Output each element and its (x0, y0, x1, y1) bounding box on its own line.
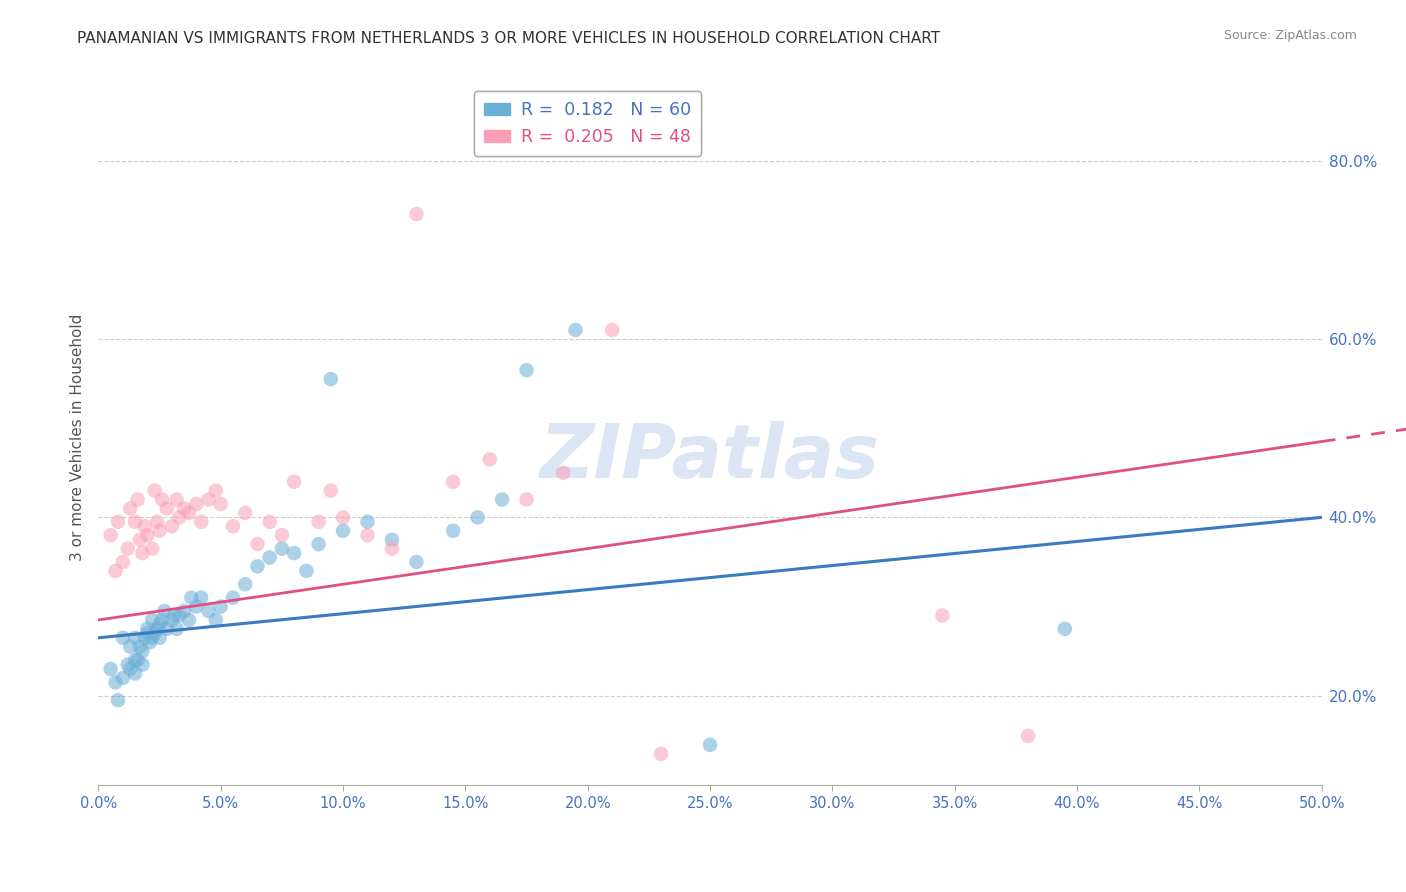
Point (270, 541, 294, 556)
Point (650, 747, 672, 761)
Point (564, 323, 586, 337)
Point (405, 207, 427, 221)
Point (319, 483, 342, 498)
Point (143, 626, 166, 640)
Point (186, 497, 208, 511)
Point (478, 452, 501, 467)
Point (141, 631, 163, 645)
Point (246, 559, 269, 574)
Text: PANAMANIAN VS IMMIGRANTS FROM NETHERLANDS 3 OR MORE VEHICLES IN HOUSEHOLD CORREL: PANAMANIAN VS IMMIGRANTS FROM NETHERLAND… (77, 31, 941, 46)
Point (173, 604, 195, 618)
Point (124, 515, 146, 529)
Point (146, 622, 169, 636)
Point (515, 492, 537, 507)
Point (141, 541, 163, 556)
Point (141, 613, 163, 627)
Point (131, 657, 153, 672)
Point (356, 515, 378, 529)
Point (156, 501, 179, 516)
Point (127, 492, 149, 507)
Point (259, 550, 281, 565)
Point (127, 653, 149, 667)
Point (209, 497, 232, 511)
Point (197, 604, 219, 618)
Point (111, 555, 134, 569)
Point (699, 738, 721, 752)
Point (186, 599, 208, 614)
Point (149, 617, 172, 632)
Point (166, 622, 188, 636)
Point (160, 613, 183, 627)
Point (177, 506, 200, 520)
Point (166, 492, 188, 507)
Point (104, 564, 127, 578)
Point (104, 675, 127, 690)
Point (259, 515, 281, 529)
Point (308, 515, 330, 529)
Point (209, 599, 232, 614)
Point (381, 533, 404, 547)
Point (100, 528, 122, 542)
Point (139, 635, 162, 649)
Point (222, 519, 245, 533)
Point (163, 608, 186, 623)
Point (205, 613, 228, 627)
Point (931, 608, 953, 623)
Point (120, 640, 142, 654)
Point (124, 666, 146, 681)
Point (136, 528, 159, 542)
Point (553, 466, 575, 480)
Point (332, 524, 354, 538)
Point (134, 631, 156, 645)
Point (197, 492, 219, 507)
Point (150, 492, 173, 507)
Text: Source: ZipAtlas.com: Source: ZipAtlas.com (1223, 29, 1357, 42)
Point (136, 622, 159, 636)
Point (131, 644, 153, 658)
Text: ZIPatlas: ZIPatlas (540, 421, 880, 494)
Point (149, 631, 172, 645)
Point (111, 631, 134, 645)
Point (295, 564, 318, 578)
Point (124, 653, 146, 667)
Point (134, 519, 156, 533)
Point (107, 693, 129, 707)
Point (167, 510, 190, 524)
Point (120, 662, 142, 676)
Point (117, 657, 139, 672)
Point (111, 671, 134, 685)
Point (167, 608, 190, 623)
Point (467, 510, 489, 524)
Point (124, 631, 146, 645)
Point (441, 524, 464, 538)
Point (180, 591, 202, 605)
Point (283, 475, 305, 489)
Point (190, 515, 212, 529)
Point (177, 613, 200, 627)
Point (222, 591, 245, 605)
Point (156, 622, 179, 636)
Point (441, 475, 464, 489)
Point (319, 372, 342, 386)
Point (381, 541, 404, 556)
Point (107, 515, 129, 529)
Point (173, 501, 195, 516)
Y-axis label: 3 or more Vehicles in Household: 3 or more Vehicles in Household (69, 313, 84, 561)
Point (246, 537, 269, 551)
Point (136, 626, 159, 640)
Point (149, 524, 172, 538)
Point (190, 591, 212, 605)
Point (143, 483, 166, 498)
Point (332, 510, 354, 524)
Point (233, 506, 256, 520)
Point (205, 483, 228, 498)
Point (153, 604, 176, 618)
Point (131, 546, 153, 560)
Point (1017, 729, 1039, 743)
Point (270, 528, 294, 542)
Point (491, 492, 513, 507)
Legend: R =  0.182   N = 60, R =  0.205   N = 48: R = 0.182 N = 60, R = 0.205 N = 48 (474, 91, 702, 156)
Point (233, 577, 256, 591)
Point (129, 640, 152, 654)
